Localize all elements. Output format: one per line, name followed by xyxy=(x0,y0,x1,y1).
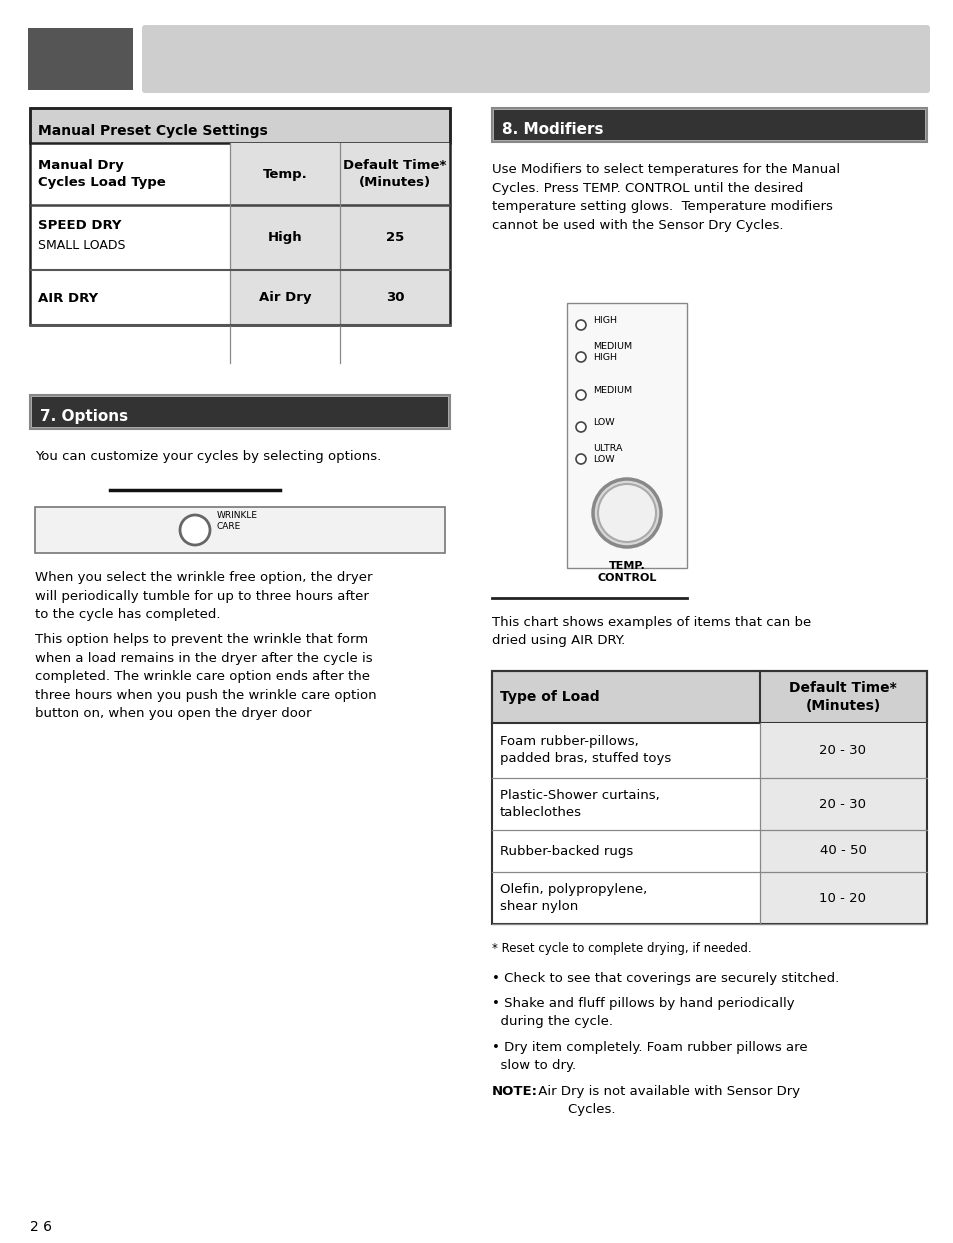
Text: 40 - 50: 40 - 50 xyxy=(819,844,865,858)
Text: 30: 30 xyxy=(385,291,404,303)
Text: Manual Preset Cycle Settings: Manual Preset Cycle Settings xyxy=(38,124,268,138)
Circle shape xyxy=(576,423,585,433)
Bar xyxy=(30,108,450,143)
Text: Foam rubber-pillows,
padded bras, stuffed toys: Foam rubber-pillows, padded bras, stuffe… xyxy=(499,735,671,766)
Bar xyxy=(760,830,926,873)
Bar xyxy=(32,397,448,428)
Bar xyxy=(35,507,444,553)
Text: Manual Dry
Cycles Load Type: Manual Dry Cycles Load Type xyxy=(38,159,166,189)
Text: MEDIUM: MEDIUM xyxy=(593,385,632,394)
Bar xyxy=(760,873,926,924)
Text: You can customize your cycles by selecting options.: You can customize your cycles by selecti… xyxy=(35,450,381,462)
Text: Air Dry: Air Dry xyxy=(258,291,311,303)
Text: SMALL LOADS: SMALL LOADS xyxy=(38,239,126,251)
Text: 20 - 30: 20 - 30 xyxy=(819,743,865,757)
Text: This chart shows examples of items that can be
dried using AIR DRY.: This chart shows examples of items that … xyxy=(492,617,810,648)
Bar xyxy=(30,108,450,324)
Bar xyxy=(492,671,926,924)
Circle shape xyxy=(180,515,210,544)
Bar xyxy=(492,108,926,142)
Text: LOW: LOW xyxy=(593,418,614,426)
Text: MEDIUM
HIGH: MEDIUM HIGH xyxy=(593,342,632,362)
Text: 20 - 30: 20 - 30 xyxy=(819,798,865,810)
Bar xyxy=(230,270,450,324)
Circle shape xyxy=(576,454,585,464)
Text: Use Modifiers to select temperatures for the Manual
Cycles. Press TEMP. CONTROL : Use Modifiers to select temperatures for… xyxy=(492,163,840,231)
Text: TEMP.
CONTROL: TEMP. CONTROL xyxy=(597,561,656,583)
Bar xyxy=(30,395,450,429)
Text: Olefin, polypropylene,
shear nylon: Olefin, polypropylene, shear nylon xyxy=(499,883,646,914)
Bar xyxy=(230,205,450,270)
Text: • Shake and fluff pillows by hand periodically
  during the cycle.: • Shake and fluff pillows by hand period… xyxy=(492,997,794,1028)
Bar xyxy=(30,143,450,205)
Text: 8. Modifiers: 8. Modifiers xyxy=(501,122,603,137)
Text: NOTE:: NOTE: xyxy=(492,1085,537,1098)
Circle shape xyxy=(576,390,585,400)
Bar xyxy=(494,109,924,140)
Text: 7. Options: 7. Options xyxy=(40,409,128,424)
Text: Type of Load: Type of Load xyxy=(499,690,599,704)
Text: WRINKLE
CARE: WRINKLE CARE xyxy=(216,511,257,531)
Text: AIR DRY: AIR DRY xyxy=(38,292,98,305)
Text: Rubber-backed rugs: Rubber-backed rugs xyxy=(499,844,633,858)
Text: SPEED DRY: SPEED DRY xyxy=(38,219,121,231)
Text: • Dry item completely. Foam rubber pillows are
  slow to dry.: • Dry item completely. Foam rubber pillo… xyxy=(492,1040,807,1071)
Text: Temp.: Temp. xyxy=(262,168,307,180)
Circle shape xyxy=(593,479,660,547)
Bar xyxy=(760,723,926,778)
Bar xyxy=(230,143,450,205)
Bar xyxy=(760,778,926,830)
Text: This option helps to prevent the wrinkle that form
when a load remains in the dr: This option helps to prevent the wrinkle… xyxy=(35,633,376,720)
Bar xyxy=(492,671,926,723)
Circle shape xyxy=(576,319,585,329)
Text: 25: 25 xyxy=(385,230,404,244)
Text: • Check to see that coverings are securely stitched.: • Check to see that coverings are secure… xyxy=(492,972,839,984)
Text: Default Time*
(Minutes): Default Time* (Minutes) xyxy=(343,159,446,189)
Text: Default Time*
(Minutes): Default Time* (Minutes) xyxy=(788,681,896,713)
Text: High: High xyxy=(268,230,302,244)
Bar xyxy=(28,29,132,89)
Text: When you select the wrinkle free option, the dryer
will periodically tumble for : When you select the wrinkle free option,… xyxy=(35,571,372,622)
Circle shape xyxy=(576,352,585,362)
Circle shape xyxy=(598,484,656,542)
Text: * Reset cycle to complete drying, if needed.: * Reset cycle to complete drying, if nee… xyxy=(492,942,751,955)
Text: Air Dry is not available with Sensor Dry
        Cycles.: Air Dry is not available with Sensor Dry… xyxy=(534,1085,800,1116)
Text: HIGH: HIGH xyxy=(593,316,617,324)
Text: Plastic-Shower curtains,
tableclothes: Plastic-Shower curtains, tableclothes xyxy=(499,789,659,819)
Bar xyxy=(566,303,686,568)
Text: ULTRA
LOW: ULTRA LOW xyxy=(593,444,622,464)
Text: 10 - 20: 10 - 20 xyxy=(819,891,865,905)
Text: 2 6: 2 6 xyxy=(30,1219,52,1234)
FancyBboxPatch shape xyxy=(142,25,929,93)
